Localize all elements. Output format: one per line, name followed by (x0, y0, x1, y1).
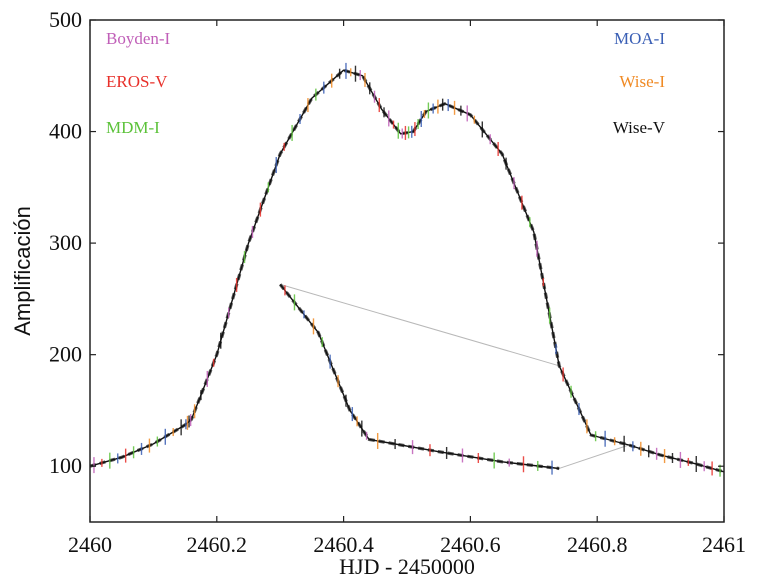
x-tick-label: 2460.6 (440, 532, 501, 557)
y-tick-label: 300 (49, 230, 82, 255)
legend-item: Wise-I (619, 72, 665, 91)
series-inset-model (279, 283, 560, 470)
x-axis: 2460 2460.2 2460.4 2460.6 2460.8 2461 (68, 20, 746, 557)
legend: Boyden-I EROS-V MDM-I MOA-I Wise-I Wise-V (106, 29, 666, 137)
x-tick-label: 2460.4 (313, 532, 374, 557)
inset-connectors (280, 283, 630, 469)
plot-frame (89, 19, 725, 523)
legend-item: MDM-I (106, 118, 160, 137)
series-layer (89, 62, 725, 477)
connector-line (559, 444, 630, 469)
x-tick-label: 2460 (68, 532, 112, 557)
y-axis-title: Amplificación (10, 206, 35, 336)
legend-item: Boyden-I (106, 29, 171, 48)
x-axis-title: HJD - 2450000 (339, 554, 475, 578)
x-tick-label: 2460.8 (567, 532, 628, 557)
x-tick-label: 2461 (702, 532, 746, 557)
series-inset-model-dashed (278, 283, 560, 471)
legend-item: MOA-I (614, 29, 665, 48)
series-model (89, 69, 725, 473)
y-tick-label: 400 (49, 119, 82, 144)
y-axis: 100 200 300 400 500 (49, 7, 724, 478)
legend-item: EROS-V (106, 72, 168, 91)
y-tick-label: 100 (49, 453, 82, 478)
x-tick-label: 2460.2 (187, 532, 248, 557)
connector-line (280, 283, 560, 367)
legend-item: Wise-V (613, 118, 666, 137)
y-tick-label: 200 (49, 342, 82, 367)
y-tick-label: 500 (49, 7, 82, 32)
